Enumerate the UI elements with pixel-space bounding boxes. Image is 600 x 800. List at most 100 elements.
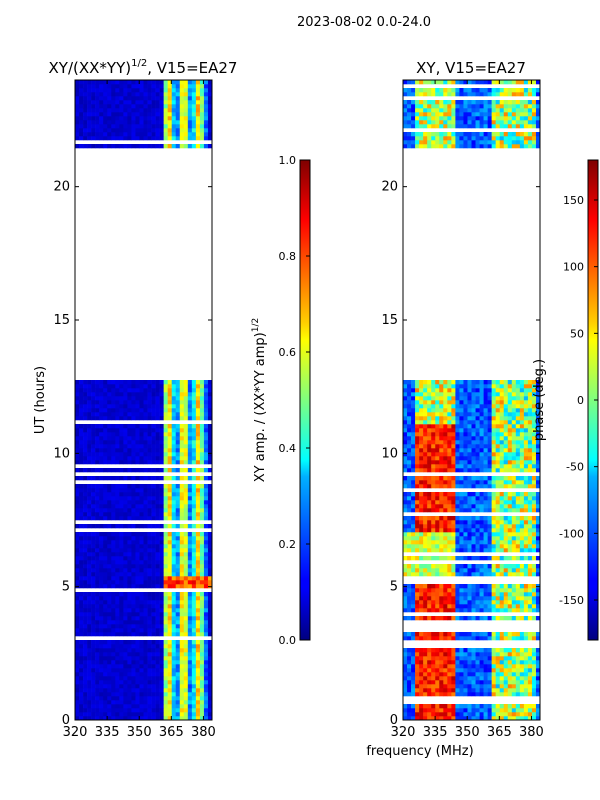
heatmap-cell [500, 480, 504, 484]
heatmap-cell [520, 536, 524, 540]
heatmap-cell [188, 444, 192, 448]
heatmap-cell [467, 500, 471, 504]
heatmap-cell [164, 460, 168, 464]
heatmap-cell [463, 704, 467, 708]
heatmap-cell [103, 384, 107, 388]
heatmap-cell [176, 612, 180, 616]
heatmap-cell [172, 704, 176, 708]
heatmap-cell [204, 388, 208, 392]
heatmap-cell [184, 444, 188, 448]
heatmap-cell [103, 644, 107, 648]
heatmap-cell [463, 536, 467, 540]
heatmap-cell [188, 92, 192, 96]
heatmap-cell [204, 572, 208, 576]
heatmap-cell [188, 680, 192, 684]
heatmap-cell [480, 708, 484, 712]
heatmap-cell [131, 644, 135, 648]
heatmap-cell [407, 600, 411, 604]
heatmap-cell [431, 684, 435, 688]
heatmap-cell [496, 572, 500, 576]
heatmap-cell [532, 672, 536, 676]
heatmap-cell [95, 680, 99, 684]
heatmap-cell [91, 92, 95, 96]
heatmap-cell [156, 460, 160, 464]
heatmap-cell [75, 620, 79, 624]
heatmap-cell [111, 500, 115, 504]
heatmap-cell [188, 500, 192, 504]
heatmap-cell [131, 696, 135, 700]
heatmap-cell [75, 440, 79, 444]
heatmap-cell [152, 108, 156, 112]
heatmap-cell [451, 592, 455, 596]
heatmap-cell [508, 492, 512, 496]
heatmap-cell [455, 556, 459, 560]
heatmap-cell [99, 488, 103, 492]
heatmap-cell [184, 116, 188, 120]
heatmap-cell [135, 708, 139, 712]
heatmap-cell [107, 396, 111, 400]
heatmap-cell [83, 600, 87, 604]
heatmap-cell [192, 692, 196, 696]
heatmap-cell [488, 556, 492, 560]
heatmap-cell [168, 112, 172, 116]
heatmap-cell [91, 116, 95, 120]
heatmap-cell [419, 708, 423, 712]
heatmap-cell [476, 692, 480, 696]
heatmap-cell [127, 448, 131, 452]
heatmap-cell [79, 424, 83, 428]
heatmap-cell [192, 144, 196, 148]
heatmap-cell [135, 600, 139, 604]
heatmap-cell [463, 684, 467, 688]
heatmap-cell [403, 604, 407, 608]
heatmap-cell [188, 604, 192, 608]
heatmap-cell [532, 520, 536, 524]
heatmap-cell [451, 520, 455, 524]
heatmap-cell [115, 560, 119, 564]
heatmap-cell [192, 572, 196, 576]
heatmap-cell [415, 532, 419, 536]
heatmap-cell [91, 80, 95, 84]
heatmap-cell [111, 424, 115, 428]
heatmap-cell [99, 592, 103, 596]
heatmap-cell [443, 468, 447, 472]
heatmap-cell [83, 580, 87, 584]
heatmap-cell [447, 544, 451, 548]
heatmap-cell [79, 704, 83, 708]
heatmap-cell [435, 544, 439, 548]
heatmap-cell [107, 544, 111, 548]
heatmap-cell [156, 684, 160, 688]
heatmap-cell [480, 584, 484, 588]
heatmap-cell [496, 460, 500, 464]
heatmap-cell [107, 508, 111, 512]
heatmap-cell [115, 400, 119, 404]
heatmap-cell [407, 660, 411, 664]
heatmap-cell [516, 544, 520, 548]
heatmap-cell [111, 668, 115, 672]
heatmap-cell [196, 560, 200, 564]
heatmap-cell [91, 488, 95, 492]
heatmap-cell [200, 692, 204, 696]
heatmap-cell [459, 632, 463, 636]
heatmap-cell [508, 664, 512, 668]
heatmap-cell [139, 696, 143, 700]
heatmap-cell [508, 668, 512, 672]
heatmap-cell [455, 636, 459, 640]
heatmap-cell [472, 504, 476, 508]
heatmap-cell [144, 708, 148, 712]
heatmap-cell [160, 596, 164, 600]
heatmap-cell [144, 632, 148, 636]
heatmap-cell [144, 700, 148, 704]
heatmap-cell [204, 596, 208, 600]
heatmap-cell [144, 564, 148, 568]
heatmap-cell [504, 632, 508, 636]
heatmap-cell [524, 648, 528, 652]
heatmap-cell [107, 388, 111, 392]
heatmap-cell [119, 112, 123, 116]
heatmap-cell [443, 596, 447, 600]
heatmap-cell [176, 536, 180, 540]
heatmap-cell [200, 552, 204, 556]
heatmap-cell [492, 656, 496, 660]
heatmap-cell [79, 548, 83, 552]
heatmap-cell [172, 616, 176, 620]
heatmap-cell [200, 120, 204, 124]
